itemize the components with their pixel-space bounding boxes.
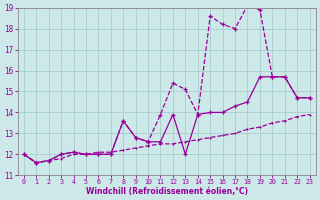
X-axis label: Windchill (Refroidissement éolien,°C): Windchill (Refroidissement éolien,°C) bbox=[86, 187, 248, 196]
